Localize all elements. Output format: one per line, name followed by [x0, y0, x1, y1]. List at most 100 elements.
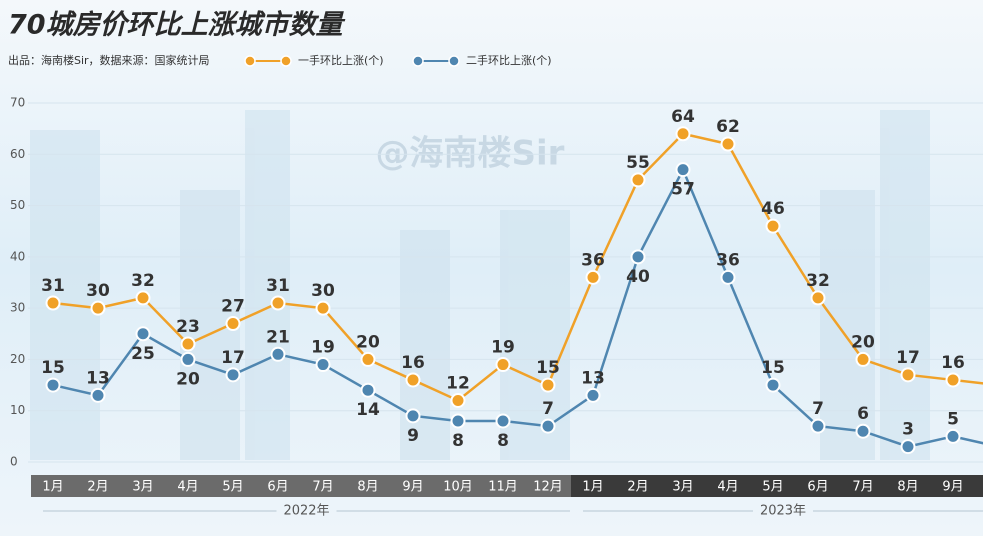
data-point	[855, 351, 871, 367]
data-label: 31	[266, 276, 290, 296]
legend-label: 二手环比上涨(个)	[466, 53, 552, 67]
data-point	[630, 172, 646, 188]
data-label: 13	[581, 368, 605, 388]
data-point	[45, 295, 61, 311]
data-point	[585, 269, 601, 285]
x-tick-label: 1月	[42, 480, 63, 495]
x-tick-label: 2月	[627, 480, 648, 495]
data-label: 30	[311, 281, 335, 301]
skyline	[30, 110, 930, 460]
year-label: 2023年	[760, 504, 806, 519]
data-label: 16	[941, 353, 965, 373]
data-label: 32	[806, 271, 830, 291]
data-label: 40	[626, 267, 650, 287]
x-tick-label: 11月	[488, 480, 518, 495]
plot: 0 10 20 30 40 50 60 70 1月 2月 3月 4月 5月 6月 7月 8月 9月 10月 11月 1…	[10, 96, 983, 519]
data-point	[405, 372, 421, 388]
chart-title: 70城房价环比上涨城市数量	[8, 10, 346, 41]
y-tick-label: 10	[10, 403, 25, 417]
data-point	[720, 269, 736, 285]
data-label: 64	[671, 107, 695, 127]
data-point	[675, 126, 691, 142]
x-tick-label: 9月	[942, 480, 963, 495]
data-point	[405, 408, 421, 424]
data-label: 55	[626, 153, 650, 173]
x-tick-label: 2月	[87, 480, 108, 495]
data-label: 32	[131, 271, 155, 291]
data-point	[495, 357, 511, 373]
data-point	[360, 351, 376, 367]
legend-label: 一手环比上涨(个)	[298, 53, 384, 67]
data-label: 20	[176, 369, 200, 389]
x-tick-label: 9月	[402, 480, 423, 495]
x-tick-label: 1月	[582, 480, 603, 495]
axis-band-2023	[571, 475, 983, 497]
y-tick-label: 0	[10, 455, 18, 469]
x-tick-label: 6月	[807, 480, 828, 495]
data-point	[900, 439, 916, 455]
data-label: 36	[716, 250, 740, 270]
data-point	[450, 413, 466, 429]
data-point	[225, 316, 241, 332]
year-label: 2022年	[283, 504, 329, 519]
legend-marker	[448, 55, 460, 67]
data-label: 15	[41, 358, 65, 378]
data-point	[270, 295, 286, 311]
data-label: 19	[491, 338, 515, 358]
data-label: 27	[221, 297, 245, 317]
data-label: 15	[536, 358, 560, 378]
x-tick-label: 8月	[357, 480, 378, 495]
x-tick-label: 10月	[443, 480, 473, 495]
y-tick-label: 70	[10, 96, 25, 110]
data-point	[495, 413, 511, 429]
x-tick-label: 8月	[897, 480, 918, 495]
data-point	[180, 336, 196, 352]
legend-marker	[280, 55, 292, 67]
data-point	[945, 372, 961, 388]
data-point	[945, 428, 961, 444]
series-line	[52, 132, 983, 402]
subtitle: 出品：海南楼Sir，数据来源：国家统计局	[8, 53, 210, 67]
data-label: 13	[86, 368, 110, 388]
data-label: 57	[671, 180, 695, 200]
x-tick-label: 5月	[762, 480, 783, 495]
data-label: 12	[446, 373, 470, 393]
data-label: 5	[947, 409, 959, 429]
data-label: 20	[851, 332, 875, 352]
data-point	[585, 387, 601, 403]
data-point	[540, 377, 556, 393]
data-point	[765, 218, 781, 234]
data-point	[90, 300, 106, 316]
legend-marker	[412, 55, 424, 67]
y-tick-label: 30	[10, 301, 25, 315]
data-label: 7	[542, 399, 554, 419]
y-tick-label: 20	[10, 352, 25, 366]
axis-band-2022	[31, 475, 571, 497]
data-label: 6	[857, 404, 869, 424]
data-label: 9	[407, 426, 419, 446]
y-tick-label: 50	[10, 198, 25, 212]
series-line	[52, 166, 983, 448]
data-label: 19	[311, 338, 335, 358]
data-point	[225, 367, 241, 383]
data-point	[675, 162, 691, 178]
data-label: 21	[266, 327, 290, 347]
legend-marker	[244, 55, 256, 67]
data-point	[720, 136, 736, 152]
data-label: 17	[896, 348, 920, 368]
data-label: 46	[761, 199, 785, 219]
data-point	[900, 367, 916, 383]
data-point	[315, 300, 331, 316]
x-tick-label: 3月	[132, 480, 153, 495]
x-tick-label: 3月	[672, 480, 693, 495]
data-point	[90, 387, 106, 403]
data-point	[270, 346, 286, 362]
data-label: 8	[497, 431, 509, 451]
data-label: 8	[452, 431, 464, 451]
x-tick-label: 7月	[312, 480, 333, 495]
data-label: 15	[761, 358, 785, 378]
data-label: 3	[902, 420, 914, 440]
x-tick-label: 4月	[177, 480, 198, 495]
x-tick-label: 6月	[267, 480, 288, 495]
